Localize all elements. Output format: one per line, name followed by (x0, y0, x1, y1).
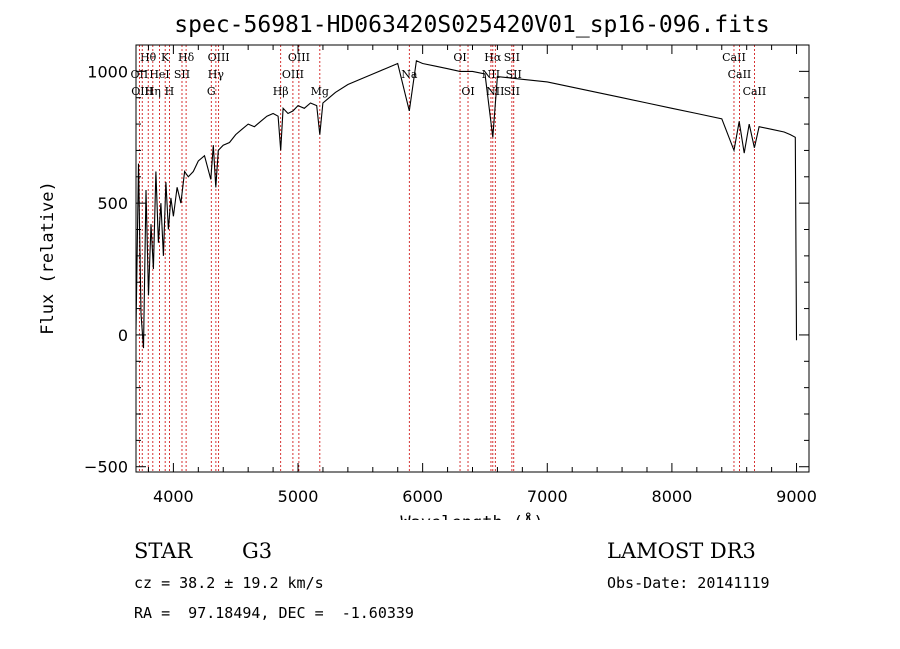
line-marker-label: Hβ (273, 85, 289, 98)
line-marker-label: CaII (728, 68, 752, 81)
x-tick-label: 4000 (153, 487, 194, 506)
line-marker-label: OIII (288, 51, 310, 64)
y-axis-ticks: −500 0 500 1000 (84, 62, 809, 477)
line-marker-label: OIII (208, 51, 230, 64)
y-tick-label: −500 (84, 458, 128, 477)
observation-date: Obs-Date: 20141119 (607, 574, 770, 592)
line-marker-label: SII (504, 51, 520, 64)
line-marker-label: Hα (484, 51, 502, 64)
survey-name: LAMOST DR3 (607, 539, 756, 563)
line-marker-label: H (165, 85, 175, 98)
line-marker-label: OII (131, 68, 149, 81)
spectrum-line (135, 60, 798, 349)
y-tick-label: 0 (118, 326, 128, 345)
x-tick-label: 9000 (776, 487, 817, 506)
line-marker-label: HeI (149, 68, 169, 81)
plot-frame (135, 44, 810, 473)
line-marker-label: OI (453, 51, 466, 64)
redshift-cz: cz = 38.2 ± 19.2 km/s (134, 574, 324, 592)
line-marker-label: CaII (722, 51, 746, 64)
line-marker-label: NII (486, 85, 504, 98)
line-marker-label: Hγ (208, 68, 225, 81)
line-marker-label: G (207, 85, 216, 98)
line-marker-label: OIII (282, 68, 304, 81)
ra-dec-coordinates: RA = 97.18494, DEC = -1.60339 (134, 604, 414, 622)
line-marker-label: SII (174, 68, 190, 81)
line-marker-label: CaII (743, 85, 767, 98)
y-tick-label: 1000 (87, 62, 128, 81)
chart-title: spec-56981-HD063420S025420V01_sp16-096.f… (174, 12, 769, 38)
x-tick-label: 6000 (402, 487, 443, 506)
x-tick-label: 7000 (527, 487, 568, 506)
line-marker-label: K (161, 51, 170, 64)
x-tick-label: 5000 (278, 487, 319, 506)
line-marker-label: Mg (311, 85, 329, 98)
line-marker-label: SII (504, 85, 520, 98)
x-tick-label: 8000 (652, 487, 693, 506)
object-type: STAR (134, 539, 193, 563)
line-marker-label: Hδ (178, 51, 195, 64)
x-axis-ticks: 4000 5000 6000 7000 8000 9000 (147, 45, 817, 506)
object-subclass: G3 (242, 539, 273, 563)
x-axis-label: Wavelength (Å) (400, 511, 543, 520)
line-marker-label: OI (461, 85, 474, 98)
line-marker-label: OIII (131, 85, 153, 98)
y-axis-label: Flux (relative) (38, 181, 58, 335)
y-tick-label: 500 (97, 194, 128, 213)
spectrum-chart: spec-56981-HD063420S025420V01_sp16-096.f… (38, 12, 817, 520)
line-marker-label: Hη (145, 85, 161, 98)
